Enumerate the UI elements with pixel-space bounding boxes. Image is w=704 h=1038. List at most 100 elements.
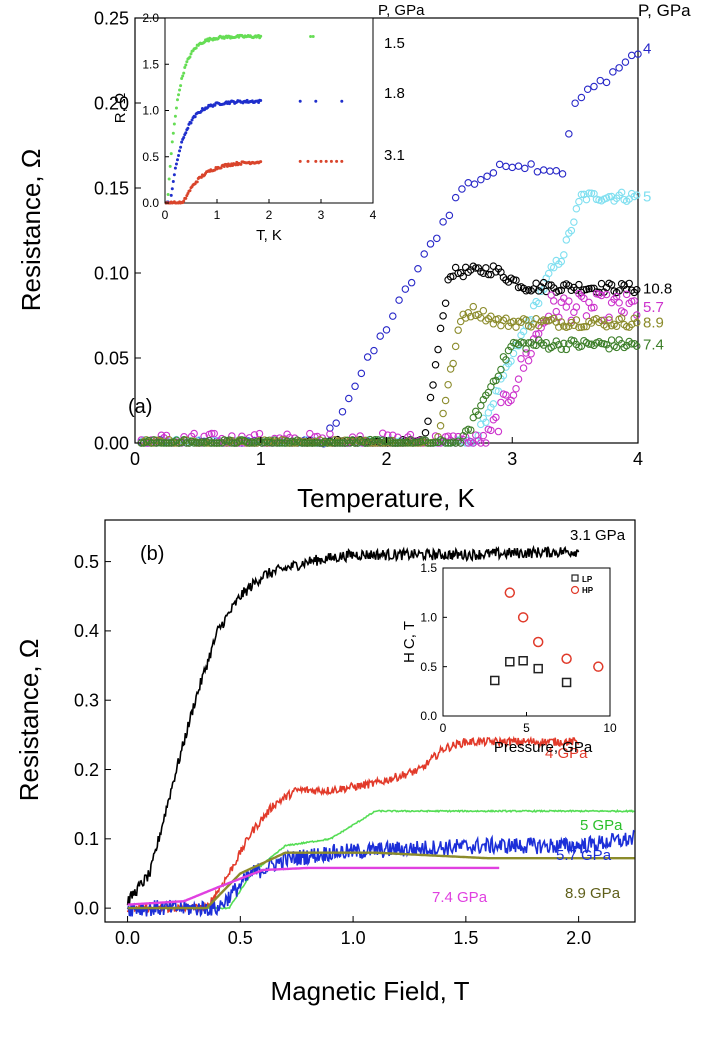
data-point: [570, 218, 578, 226]
b-y-tick-label: 0.4: [74, 621, 99, 641]
data-point: [439, 218, 447, 226]
data-point: [207, 439, 216, 447]
data-point: [562, 236, 571, 244]
data-point: [436, 422, 445, 430]
inset-data-point: [178, 88, 182, 92]
data-point: [499, 371, 508, 380]
b-y-tick-label: 0.2: [74, 760, 99, 780]
series-label: 3.1 GPa: [570, 527, 626, 544]
inset-data-point: [188, 189, 192, 193]
data-point: [502, 356, 510, 364]
data-point: [596, 76, 605, 85]
inset-b-x-tick-label: 10: [603, 721, 617, 735]
inset-data-point: [188, 55, 192, 59]
data-point: [521, 164, 529, 173]
data-point: [414, 265, 422, 273]
inset-frame-a: [164, 17, 374, 204]
inset-marker-circle: [593, 661, 604, 672]
data-point: [451, 342, 460, 351]
data-point: [482, 418, 490, 427]
series-labels-b: 3.1 GPa 4 GPa 5 GPa 5.7 GPa 8.9 GPa 7.4 GPa: [432, 527, 626, 906]
data-point: [477, 439, 485, 447]
data-point: [434, 345, 442, 354]
data-point: [587, 284, 596, 293]
data-point: [627, 51, 636, 60]
data-point: [575, 197, 583, 206]
data-point: [504, 359, 513, 368]
series-8-9-gpa: [127, 851, 635, 910]
data-point: [546, 167, 554, 175]
data-point: [555, 260, 563, 268]
data-point: [445, 211, 454, 220]
data-point: [376, 438, 384, 447]
inset-data-point: [177, 93, 181, 97]
data-point: [565, 322, 573, 331]
data-point: [345, 394, 353, 403]
inset-marker-circle: [561, 653, 572, 665]
inset-b: 0 5 10 0.0 0.5 1.0 1.5 Pressure, GPa H C, T LP…: [401, 561, 617, 756]
data-point: [326, 430, 334, 438]
inset-series-1-5-gpa: [164, 33, 315, 205]
inset-marker-square: [490, 675, 500, 686]
inset-data-point: [175, 158, 179, 162]
data-point: [494, 372, 503, 380]
b-y-tick-label: 0.3: [74, 691, 99, 711]
inset-data-point: [259, 99, 263, 103]
data-point: [278, 439, 286, 447]
data-point: [585, 340, 593, 348]
b-y-tick-label: 0.5: [74, 552, 99, 572]
inset-y-label-b: H C, T: [401, 621, 418, 663]
inset-data-point: [169, 152, 173, 156]
data-point: [361, 439, 369, 447]
data-point: [228, 439, 236, 447]
data-point: [565, 130, 573, 138]
inset-a-x-tick-label: 1: [214, 208, 221, 222]
data-point: [346, 439, 354, 447]
inset-data-point: [184, 196, 188, 200]
inset-legend-entry: 1.5: [384, 35, 405, 52]
inset-legend-entry: 3.1: [384, 147, 405, 164]
data-point: [389, 312, 397, 320]
data-point: [306, 439, 314, 447]
data-point: [210, 439, 218, 447]
inset-b-y-tick-label: 1.5: [420, 561, 437, 575]
data-point: [549, 263, 558, 272]
inset-marker-circle: [504, 587, 516, 598]
data-point: [472, 264, 480, 272]
data-point: [495, 160, 504, 169]
data-point: [155, 438, 163, 447]
data-point: [381, 437, 389, 446]
data-point: [602, 78, 611, 87]
data-point: [507, 342, 515, 351]
inset-data-point: [180, 76, 184, 80]
data-point: [426, 439, 435, 447]
data-point: [622, 285, 631, 294]
inset-data-point: [340, 99, 344, 103]
x-axis-label-a: Temperature, K: [297, 483, 475, 513]
inset-data-point: [171, 131, 175, 135]
data-point: [338, 407, 347, 416]
data-point: [602, 341, 611, 349]
inset-data-point: [189, 52, 193, 56]
inset-data-point: [172, 122, 176, 126]
inset-series-hp: [504, 587, 604, 672]
inset-data-point: [169, 193, 173, 197]
series-line: [126, 829, 635, 918]
data-point: [494, 427, 503, 436]
data-point: [351, 382, 359, 391]
data-point: [441, 396, 450, 405]
inset-data-point: [324, 159, 328, 163]
inset-a-x-tick-label: 4: [370, 208, 377, 222]
inset-data-point: [179, 145, 183, 149]
a-x-tick-label: 0: [130, 449, 140, 469]
series-line: [127, 866, 500, 906]
x-axis-label-b: Magnetic Field, T: [271, 976, 470, 1006]
inset-data-point: [184, 131, 188, 135]
data-point: [577, 292, 586, 300]
data-point: [627, 286, 636, 294]
data-point: [494, 315, 503, 323]
data-point: [401, 285, 410, 293]
data-point: [617, 188, 626, 197]
data-point: [539, 341, 548, 349]
data-point: [512, 384, 520, 393]
